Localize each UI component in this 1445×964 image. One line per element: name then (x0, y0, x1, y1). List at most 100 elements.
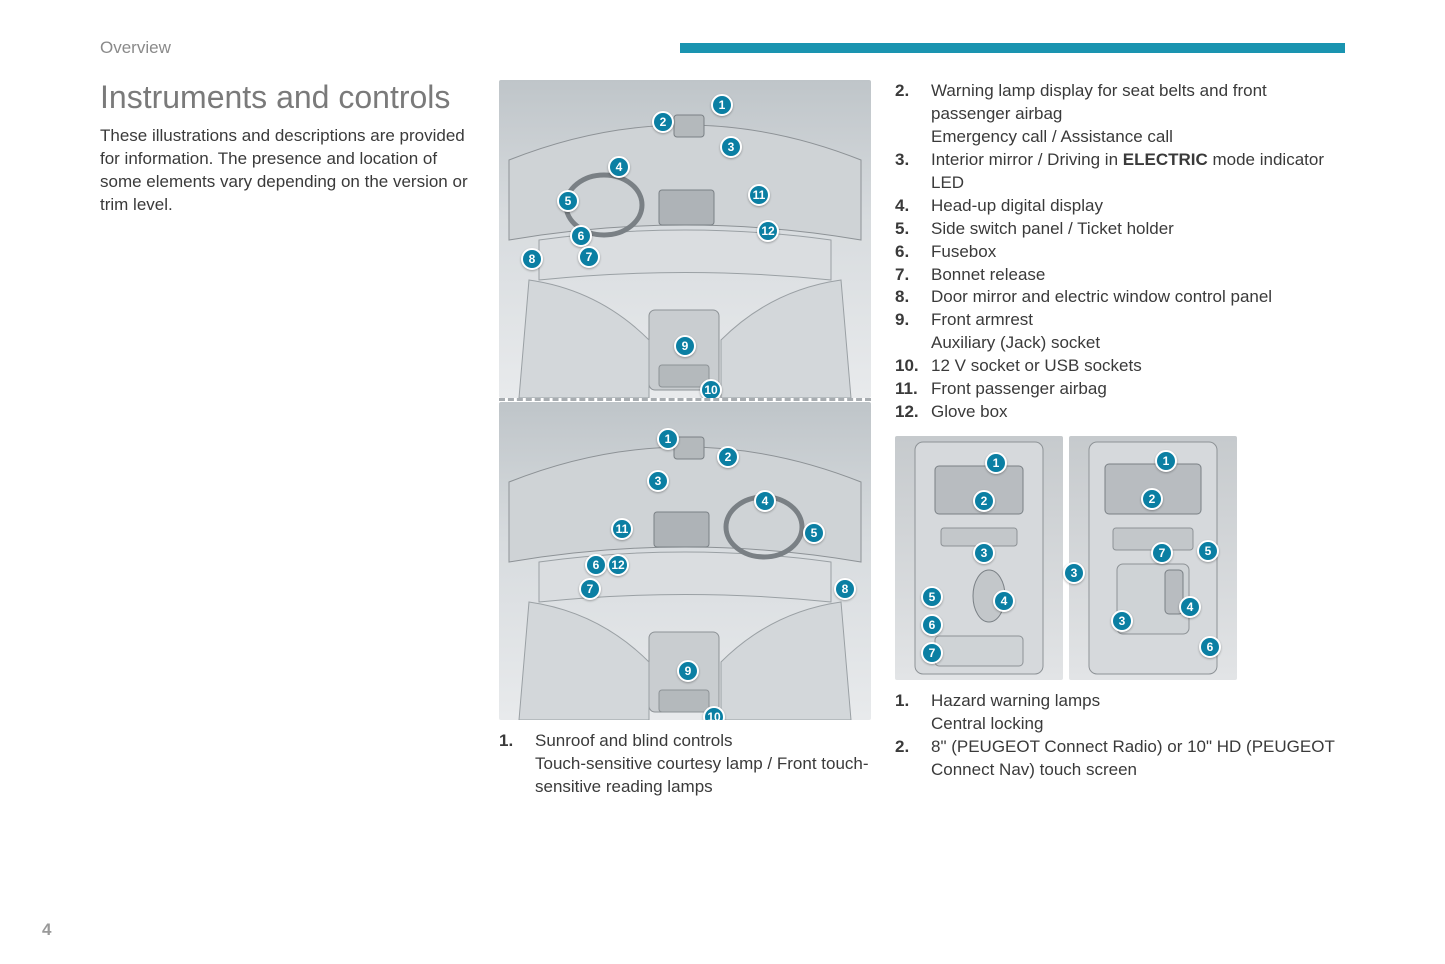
diagram-marker: 6 (921, 614, 943, 636)
list-item-line: Warning lamp display for seat belts and … (931, 80, 1345, 126)
list-item: 10. 12 V socket or USB sockets (895, 355, 1345, 378)
diagram-marker: 7 (578, 246, 600, 268)
diagram-marker: 9 (674, 335, 696, 357)
diagram-marker: 7 (1151, 542, 1173, 564)
diagram-marker: 9 (677, 660, 699, 682)
console-diagram-a: 1234567 (895, 436, 1063, 680)
list-item-line: Hazard warning lamps (931, 690, 1345, 713)
list-right-top: 2.Warning lamp display for seat belts an… (895, 80, 1345, 424)
diagram-marker: 6 (570, 225, 592, 247)
list-item-number: 12. (895, 401, 921, 424)
interior-diagram-bottom: 123456789101112 (499, 402, 871, 720)
diagram-marker: 4 (1179, 596, 1201, 618)
diagram-marker: 5 (803, 522, 825, 544)
list-item-text: 8" (PEUGEOT Connect Radio) or 10" HD (PE… (931, 736, 1345, 782)
list-item-line: Auxiliary (Jack) socket (931, 332, 1345, 355)
list-item: 8. Door mirror and electric window contro… (895, 286, 1345, 309)
list-item: 7. Bonnet release (895, 264, 1345, 287)
diagram-marker: 1 (657, 428, 679, 450)
diagram-marker: 5 (557, 190, 579, 212)
list-item: 2.Warning lamp display for seat belts an… (895, 80, 1345, 149)
overview-label: Overview (100, 38, 680, 58)
diagram-marker: 4 (608, 156, 630, 178)
list-item-line: Touch-sensitive courtesy lamp / Front to… (535, 753, 871, 799)
list-right-bottom: 1.Hazard warning lampsCentral locking2.8… (895, 690, 1345, 782)
header-row: Overview (100, 38, 1345, 58)
console-diagram-b: 12334567 (1069, 436, 1237, 680)
intro-text: These illustrations and descriptions are… (100, 125, 475, 217)
list-item-text: Fusebox (931, 241, 1345, 264)
console-diagrams-row: 1234567 12334567 (895, 436, 1345, 680)
list-item: 3.Interior mirror / Driving in ELECTRIC … (895, 149, 1345, 195)
list-item-line: Door mirror and electric window control … (931, 286, 1345, 309)
diagram-marker: 12 (757, 220, 779, 242)
list-item-number: 2. (895, 736, 921, 782)
list-item-text: Front armrestAuxiliary (Jack) socket (931, 309, 1345, 355)
list-item-text: Sunroof and blind controlsTouch-sensitiv… (535, 730, 871, 799)
list-item-number: 4. (895, 195, 921, 218)
list-item-text: 12 V socket or USB sockets (931, 355, 1345, 378)
diagram-marker: 7 (579, 578, 601, 600)
list-item: 9.Front armrestAuxiliary (Jack) socket (895, 309, 1345, 355)
diagram-marker: 6 (1199, 636, 1221, 658)
diagram-marker: 2 (652, 111, 674, 133)
list-item-line: Central locking (931, 713, 1345, 736)
diagram-marker: 6 (585, 554, 607, 576)
list-item-number: 1. (499, 730, 525, 799)
list-item-text: Interior mirror / Driving in ELECTRIC mo… (931, 149, 1345, 195)
diagram-marker: 2 (973, 490, 995, 512)
content-columns: Instruments and controls These illustrat… (100, 80, 1345, 799)
list-item-text: Hazard warning lampsCentral locking (931, 690, 1345, 736)
diagram-marker: 1 (985, 452, 1007, 474)
list-item: 2.8" (PEUGEOT Connect Radio) or 10" HD (… (895, 736, 1345, 782)
list-item-text: Bonnet release (931, 264, 1345, 287)
list-item-line: 8" (PEUGEOT Connect Radio) or 10" HD (PE… (931, 736, 1345, 782)
list-item-line: Emergency call / Assistance call (931, 126, 1345, 149)
list-item-number: 7. (895, 264, 921, 287)
page: Overview Instruments and controls These … (0, 0, 1445, 799)
list-item: 11. Front passenger airbag (895, 378, 1345, 401)
list-item-line: Fusebox (931, 241, 1345, 264)
list-item-number: 8. (895, 286, 921, 309)
diagram-marker: 12 (607, 554, 629, 576)
list-item: 4. Head-up digital display (895, 195, 1345, 218)
list-item: 5.Side switch panel / Ticket holder (895, 218, 1345, 241)
list-item-number: 6. (895, 241, 921, 264)
list-item-line: Sunroof and blind controls (535, 730, 871, 753)
list-item-number: 3. (895, 149, 921, 195)
list-item-line: Front armrest (931, 309, 1345, 332)
diagram-marker: 1 (711, 94, 733, 116)
diagram-marker: 8 (521, 248, 543, 270)
column-middle: 123456789101112 123456789101112 1.Sunroo… (499, 80, 871, 799)
list-item-text: Front passenger airbag (931, 378, 1345, 401)
page-title: Instruments and controls (100, 80, 475, 115)
list-item-line: Side switch panel / Ticket holder (931, 218, 1345, 241)
diagram-marker: 5 (1197, 540, 1219, 562)
list-item: 12.Glove box (895, 401, 1345, 424)
column-left: Instruments and controls These illustrat… (100, 80, 475, 799)
diagram-marker: 2 (717, 446, 739, 468)
diagram-marker: 1 (1155, 450, 1177, 472)
list-item-number: 2. (895, 80, 921, 149)
list-item-number: 10. (895, 355, 921, 378)
list-item: 6. Fusebox (895, 241, 1345, 264)
list-item-text: Head-up digital display (931, 195, 1345, 218)
diagram-marker: 7 (921, 642, 943, 664)
diagram-marker: 2 (1141, 488, 1163, 510)
list-item-text: Side switch panel / Ticket holder (931, 218, 1345, 241)
header-accent-bar (680, 43, 1345, 53)
list-item: 1.Sunroof and blind controlsTouch-sensit… (499, 730, 871, 799)
diagram-marker: 11 (611, 518, 633, 540)
list-item-line: Head-up digital display (931, 195, 1345, 218)
interior-diagram-top: 123456789101112 (499, 80, 871, 398)
list-item-line: Front passenger airbag (931, 378, 1345, 401)
diagram-marker: 3 (1111, 610, 1133, 632)
diagram-marker: 3 (1063, 562, 1085, 584)
list-item-number: 1. (895, 690, 921, 736)
diagram-marker: 3 (720, 136, 742, 158)
list-item-line: 12 V socket or USB sockets (931, 355, 1345, 378)
list-below-diagram: 1.Sunroof and blind controlsTouch-sensit… (499, 730, 871, 799)
list-item-number: 11. (895, 378, 921, 401)
diagram-marker: 8 (834, 578, 856, 600)
list-item: 1.Hazard warning lampsCentral locking (895, 690, 1345, 736)
